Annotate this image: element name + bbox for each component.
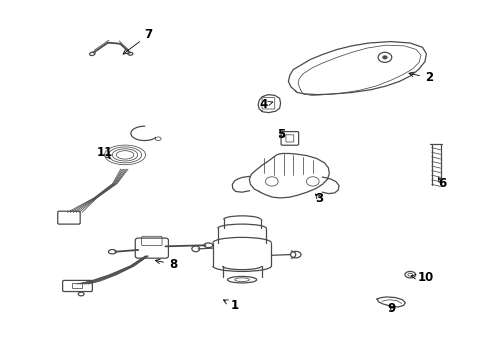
Text: 2: 2 (408, 71, 432, 84)
Text: 8: 8 (155, 258, 177, 271)
Text: 1: 1 (223, 299, 239, 312)
Text: 10: 10 (410, 271, 433, 284)
Text: 7: 7 (123, 28, 152, 54)
Text: 9: 9 (386, 302, 395, 315)
Circle shape (382, 55, 386, 59)
Text: 4: 4 (259, 98, 272, 111)
Text: 5: 5 (277, 128, 285, 141)
Text: 6: 6 (437, 177, 446, 190)
Text: 3: 3 (315, 192, 323, 204)
Text: 11: 11 (96, 145, 112, 159)
